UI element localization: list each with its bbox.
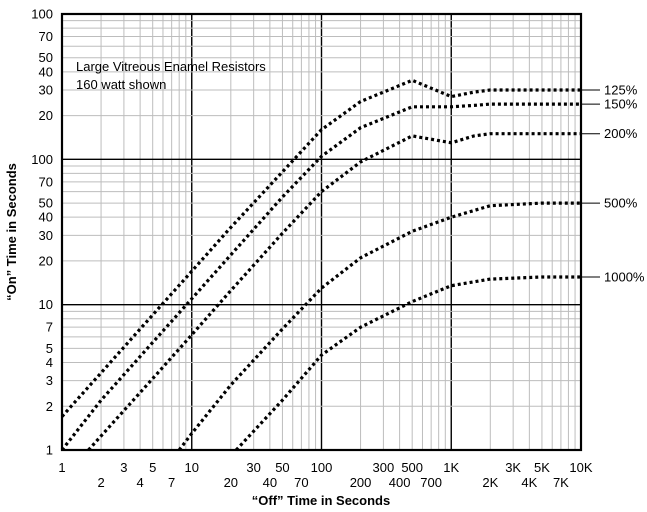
x-tick-label: 7 [168,475,175,490]
x-tick-label: 10 [185,460,199,475]
y-tick-label: 100 [31,152,53,167]
annotation-title: Large Vitreous Enamel Resistors [76,59,266,74]
series-line-1000pct [235,275,581,452]
y-tick-label: 1 [46,443,53,458]
x-tick-label: 1K [443,460,459,475]
y-tick-label: 50 [39,50,53,65]
y-tick-label: 10 [39,297,53,312]
y-tick-label: 4 [46,355,53,370]
series-label: 200% [604,126,638,141]
x-tick-label: 2K [482,475,498,490]
y-tick-label: 40 [39,64,53,79]
grid [62,14,581,450]
y-tick-label: 7 [46,320,53,335]
y-tick-label: 30 [39,228,53,243]
y-tick-label: 40 [39,210,53,225]
x-tick-label: 7K [553,475,569,490]
x-tick-label: 2 [97,475,104,490]
x-tick-label: 100 [311,460,333,475]
series-label: 1000% [604,270,645,285]
x-tick-label: 1 [58,460,65,475]
x-tick-label: 30 [246,460,260,475]
x-axis-title: “Off” Time in Seconds [252,493,390,508]
x-tick-label: 200 [350,475,372,490]
annotation-wattage: 160 watt shown [76,77,166,92]
x-tick-label: 50 [275,460,289,475]
series-line-500pct [177,201,581,451]
x-tick-label: 3 [120,460,127,475]
x-tick-label: 300 [373,460,395,475]
y-axis-title: “On” Time in Seconds [4,163,19,301]
y-tick-label: 70 [39,174,53,189]
x-tick-label: 10K [569,460,592,475]
y-tick-label: 20 [39,108,53,123]
x-tick-label: 4K [521,475,537,490]
x-tick-label: 400 [389,475,411,490]
x-tick-label: 40 [263,475,277,490]
x-tick-label: 20 [224,475,238,490]
x-tick-label: 3K [505,460,521,475]
y-tick-label: 70 [39,29,53,44]
x-tick-label: 500 [401,460,423,475]
x-tick-label: 4 [137,475,144,490]
y-tick-label: 5 [46,341,53,356]
series-label: 150% [604,97,638,112]
y-tick-label: 2 [46,399,53,414]
y-tick-label: 50 [39,196,53,211]
y-tick-label: 30 [39,82,53,97]
x-tick-label: 5 [149,460,156,475]
series-label: 500% [604,196,638,211]
x-tick-label: 5K [534,460,550,475]
plot-frame [60,12,583,452]
y-tick-label: 20 [39,253,53,268]
y-tick-label: 100 [31,7,53,22]
y-tick-label: 3 [46,373,53,388]
series-line-200pct [87,132,581,452]
series-line-125pct [60,78,581,418]
series-labels: 125%150% 200% 500% 1000% [581,82,645,285]
series-layer [60,78,581,452]
series-line-150pct [60,102,581,451]
series-label: 125% [604,82,638,97]
x-tick-label: 70 [294,475,308,490]
x-tick-label: 700 [420,475,442,490]
